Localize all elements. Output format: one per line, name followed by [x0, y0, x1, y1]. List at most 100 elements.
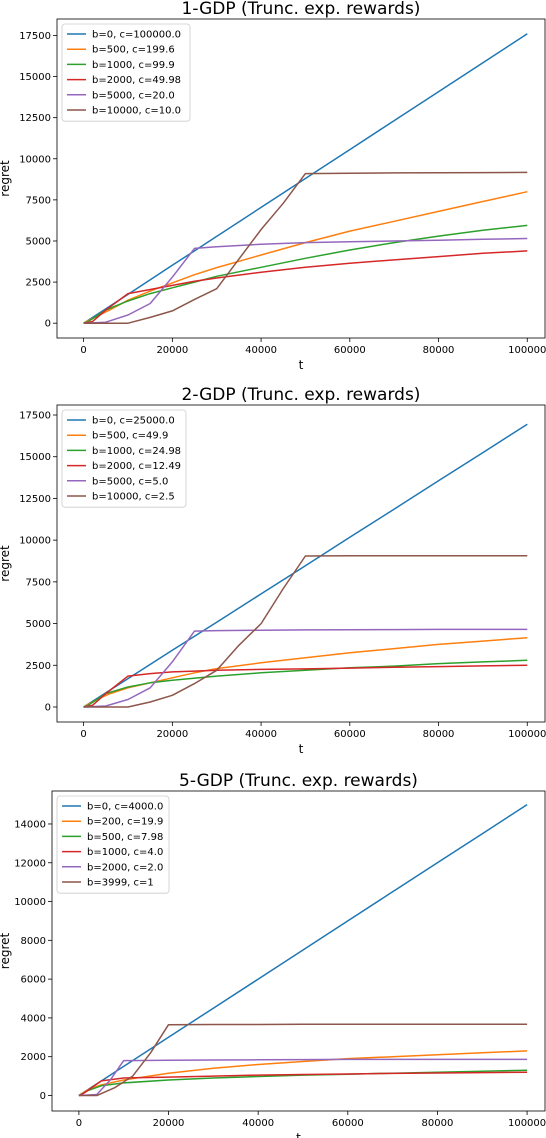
x-tick-label: 80000 [423, 345, 455, 356]
y-tick-label: 6000 [21, 975, 46, 986]
y-tick-label: 17500 [19, 411, 51, 422]
series-line-6 [83, 554, 528, 708]
series-line-5 [83, 237, 528, 324]
series-lines [78, 803, 528, 1097]
y-tick-label: 12500 [19, 494, 51, 505]
y-tick-label: 15000 [19, 452, 51, 463]
chart-2: 2-GDP (Trunc. exp. rewards) 0 20000 40000 60… [0, 385, 546, 756]
legend-label: b=1000, c=99.9 [92, 60, 175, 71]
legend-label: b=0, c=25000.0 [92, 416, 175, 427]
y-axis-label: regret [0, 160, 12, 197]
y-tick-label: 8000 [21, 936, 46, 947]
series-line-5 [78, 1058, 528, 1097]
y-tick-label: 7500 [26, 195, 51, 206]
y-tick-label: 14000 [14, 819, 46, 830]
series-line-2 [78, 1050, 528, 1097]
series-line-6 [83, 171, 528, 324]
x-tick-label: 20000 [156, 729, 188, 740]
y-tick-label: 4000 [21, 1013, 46, 1024]
x-tick-label: 60000 [334, 345, 366, 356]
series-lines [83, 423, 528, 708]
legend-box [61, 23, 191, 122]
chart-3: 5-GDP (Trunc. exp. rewards)0 20000 40000 60… [0, 771, 546, 1138]
legend: b=0, c=4000.0 b=200, c=19.9 b=500, c=7.98 b… [56, 795, 170, 894]
y-tick-label: 5000 [26, 236, 51, 247]
series-line-1 [83, 423, 528, 708]
plot-frame [56, 18, 546, 339]
y-tick-label: 2000 [21, 1052, 46, 1063]
x-tick-label: 60000 [332, 1118, 364, 1129]
y-axis-label: regret [0, 932, 12, 969]
x-tick-label: 40000 [245, 729, 277, 740]
y-tick-label: 2500 [26, 661, 51, 672]
y-tick-label: 10000 [14, 897, 46, 908]
x-tick-label: 80000 [422, 1118, 454, 1129]
series-lines [83, 33, 528, 324]
legend-box [56, 795, 170, 894]
y-tick-label: 2500 [26, 278, 51, 289]
y-tick-label: 7500 [26, 577, 51, 588]
legend-label: b=0, c=100000.0 [92, 30, 181, 41]
legend-label: b=0, c=4000.0 [87, 802, 163, 813]
series-line-2 [83, 636, 528, 708]
chart-title: 1-GDP (Trunc. exp. rewards) [182, 0, 421, 19]
x-tick-label: 100000 [508, 1118, 546, 1129]
x-tick-label: 100000 [508, 345, 546, 356]
y-tick-label: 10000 [19, 154, 51, 165]
legend: b=0, c=25000.0 b=500, c=49.9 b=1000, c=24.… [61, 409, 187, 508]
series-line-3 [83, 224, 528, 324]
legend-label: b=1000, c=4.0 [87, 847, 163, 858]
legend-label: b=10000, c=2.5 [92, 492, 175, 503]
legend-label: b=500, c=49.9 [92, 431, 168, 442]
legend-label: b=2000, c=12.49 [92, 461, 181, 472]
x-tick-label: 40000 [242, 1118, 274, 1129]
x-tick-label: 0 [80, 345, 86, 356]
y-tick-label: 0 [40, 1091, 46, 1102]
x-tick-label: 40000 [245, 345, 277, 356]
y-tick-label: 17500 [19, 31, 51, 42]
x-tick-label: 100000 [508, 729, 546, 740]
series-line-4 [83, 664, 528, 708]
legend-label: b=1000, c=24.98 [92, 446, 181, 457]
series-line-3 [83, 659, 528, 708]
y-tick-label: 15000 [19, 72, 51, 83]
legend-label: b=500, c=7.98 [87, 832, 163, 843]
y-tick-label: 12500 [19, 113, 51, 124]
x-tick-label: 60000 [334, 729, 366, 740]
chart-title: 2-GDP (Trunc. exp. rewards) [182, 385, 421, 405]
chart-title: 5-GDP (Trunc. exp. rewards) [179, 771, 418, 791]
series-line-1 [83, 33, 528, 324]
legend-label: b=3999, c=1 [87, 878, 154, 889]
y-tick-label: 0 [45, 319, 51, 330]
x-tick-label: 20000 [153, 1118, 185, 1129]
legend-label: b=500, c=199.6 [92, 45, 175, 56]
series-line-3 [78, 1069, 528, 1097]
series-line-5 [83, 628, 528, 708]
y-tick-label: 10000 [19, 536, 51, 547]
series-line-4 [78, 1071, 528, 1097]
legend-label: b=5000, c=20.0 [92, 90, 175, 101]
x-tick-label: 80000 [423, 729, 455, 740]
legend-label: b=2000, c=49.98 [92, 75, 181, 86]
x-tick-label: 0 [76, 1118, 82, 1129]
y-axis-label: regret [0, 545, 12, 582]
chart-1: 1-GDP (Trunc. exp. rewards) 0 20000 40000 60… [0, 0, 546, 372]
plot-frame [56, 404, 546, 723]
x-tick-label: 20000 [156, 345, 188, 356]
legend-label: b=2000, c=2.0 [87, 862, 163, 873]
legend-box [61, 409, 187, 508]
legend-label: b=5000, c=5.0 [92, 476, 168, 487]
plot-frame [51, 790, 546, 1112]
x-axis-label: t [296, 1131, 301, 1138]
series-line-2 [83, 190, 528, 324]
series-line-4 [83, 250, 528, 324]
legend-label: b=200, c=19.9 [87, 817, 163, 828]
y-tick-label: 12000 [14, 858, 46, 869]
series-line-6 [78, 1023, 528, 1097]
y-tick-label: 5000 [26, 619, 51, 630]
legend-label: b=10000, c=10.0 [92, 106, 181, 117]
x-axis-label: t [299, 742, 304, 756]
x-axis-label: t [299, 358, 304, 372]
legend: b=0, c=100000.0 b=500, c=199.6 b=1000, c=9… [61, 23, 191, 122]
